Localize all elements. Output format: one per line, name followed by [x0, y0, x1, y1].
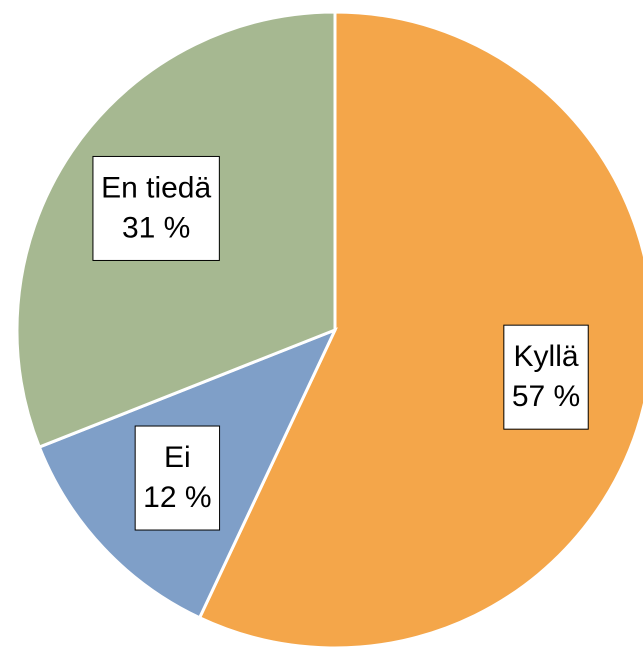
label-value: 12 %: [143, 481, 211, 514]
data-label: En tiedä 31 %: [92, 155, 220, 261]
label-box: [92, 155, 220, 261]
data-label: Kyllä 57 %: [503, 324, 589, 430]
label-category: En tiedä: [101, 171, 211, 204]
label-box: [134, 425, 221, 531]
data-label: Ei 12 %: [134, 425, 221, 531]
label-value: 31 %: [122, 211, 190, 244]
pie-slice: [197, 10, 643, 647]
label-category: Kyllä: [514, 340, 579, 373]
label-category: Ei: [164, 441, 191, 474]
label-value: 57 %: [512, 380, 580, 413]
label-box: [503, 324, 589, 430]
